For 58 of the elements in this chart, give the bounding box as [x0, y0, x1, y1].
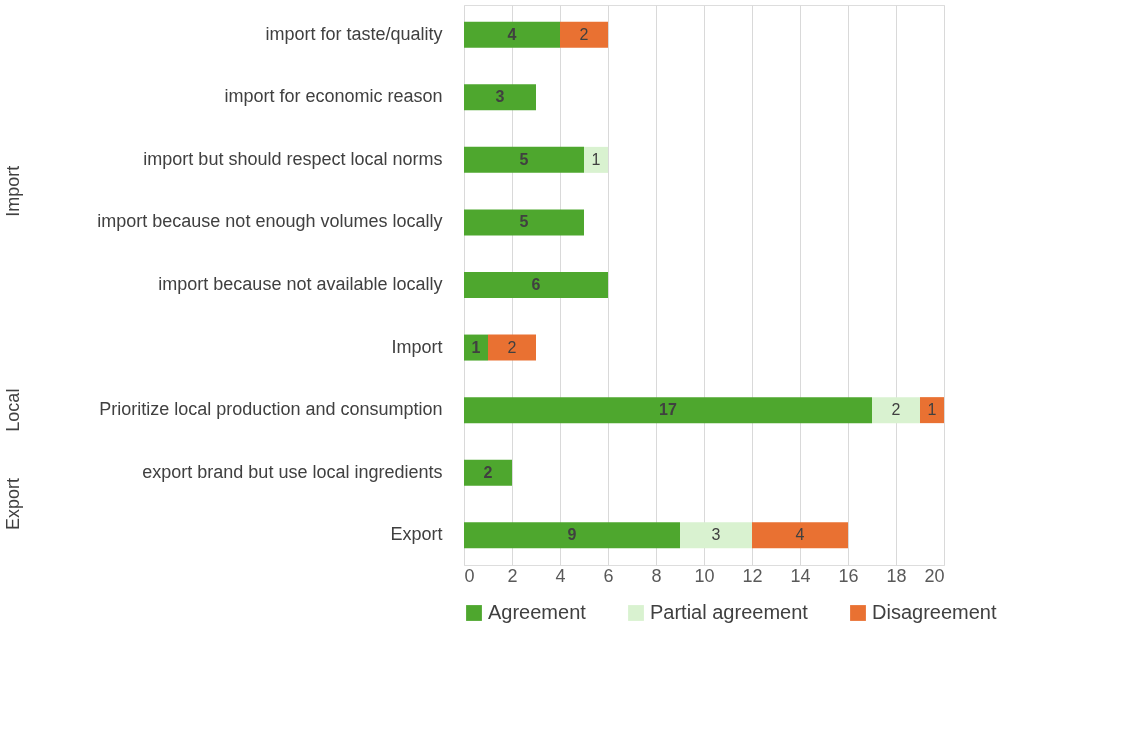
data-label: 2: [579, 25, 589, 43]
data-label: 4: [795, 526, 805, 544]
data-label: 5: [519, 150, 529, 168]
text: Import: [3, 165, 23, 217]
data-label: 1: [471, 338, 481, 356]
legend-label: Disagreement: [872, 601, 997, 623]
bar: [488, 334, 536, 361]
x-tick-label: 14: [790, 565, 811, 586]
legend-label: Agreement: [488, 601, 587, 623]
data-label: 1: [927, 401, 937, 419]
data-label: 1: [591, 150, 601, 168]
y-tick-label: import because not enough volumes locally: [97, 211, 443, 232]
bar: [584, 146, 608, 173]
y-tick-label: Export: [390, 524, 443, 545]
y-tick-label: Prioritize local production and consumption: [99, 399, 443, 420]
data-label: 3: [711, 526, 721, 544]
legend-label: Partial agreement: [650, 601, 809, 623]
data-label: 9: [567, 526, 577, 544]
y-tick-label: export brand but use local ingredients: [142, 461, 443, 482]
x-tick-label: 6: [603, 565, 614, 586]
bar: [464, 334, 488, 361]
x-tick-label: 8: [651, 565, 662, 586]
bar: [464, 146, 584, 173]
text: Export: [3, 477, 23, 531]
y-tick-label: import for economic reason: [224, 86, 443, 107]
data-label: 5: [519, 213, 529, 231]
bar: [464, 397, 872, 424]
x-tick-label: 18: [886, 565, 907, 586]
bar: [464, 522, 680, 549]
x-tick-label: 2: [507, 565, 518, 586]
y-tick-label: import because not available locally: [158, 274, 443, 294]
y-tick-label: import for taste/quality: [265, 23, 443, 44]
x-tick-label: 0: [464, 565, 475, 586]
bar: [560, 21, 608, 48]
bar: [464, 272, 608, 298]
data-label: 3: [495, 88, 505, 106]
x-tick-label: 4: [555, 565, 566, 586]
data-label: 2: [891, 401, 901, 419]
x-tick-label: 10: [694, 565, 715, 586]
bar: [464, 84, 536, 111]
bar: [680, 522, 752, 549]
data-label: 6: [531, 276, 541, 293]
data-label: 17: [659, 401, 677, 419]
data-label: 2: [507, 338, 517, 356]
data-label: 4: [507, 25, 517, 43]
x-tick-label: 20: [924, 565, 945, 586]
bar: [752, 522, 848, 549]
bar: [920, 397, 944, 424]
bar: [464, 209, 584, 236]
y-tick-label: Import: [391, 336, 443, 357]
x-tick-label: 12: [742, 565, 763, 586]
bar: [464, 459, 512, 486]
bar: [464, 21, 560, 48]
text: Local: [3, 388, 23, 432]
data-label: 2: [483, 463, 493, 481]
x-tick-label: 16: [838, 565, 859, 586]
bar: [872, 397, 920, 424]
y-tick-label: import but should respect local norms: [143, 148, 443, 169]
